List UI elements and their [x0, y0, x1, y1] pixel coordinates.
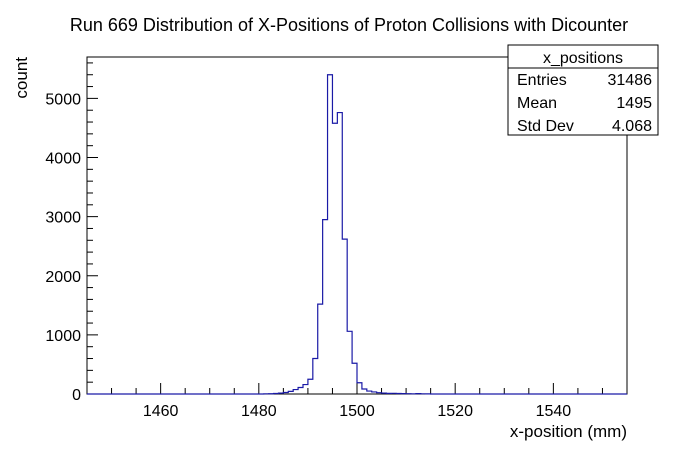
x-tick-label: 1540 [536, 403, 572, 420]
y-tick-label: 2000 [45, 269, 81, 286]
y-tick-label: 1000 [45, 328, 81, 345]
x-axis-tick-labels: 1460 1480 1500 1520 1540 [143, 403, 571, 420]
y-tick-label: 5000 [45, 91, 81, 108]
y-tick-label: 4000 [45, 151, 81, 168]
stats-mean-value: 1495 [616, 95, 652, 112]
x-tick-label: 1520 [437, 403, 473, 420]
x-tick-label: 1500 [339, 403, 375, 420]
stats-box: x_positions Entries 31486 Mean 1495 Std … [507, 44, 659, 136]
chart-title: Run 669 Distribution of X-Positions of P… [70, 15, 628, 35]
y-axis-tick-labels: 0 1000 2000 3000 4000 5000 [45, 91, 81, 404]
x-tick-label: 1480 [241, 403, 277, 420]
stats-stddev-label: Std Dev [517, 118, 574, 135]
y-tick-label: 0 [72, 387, 81, 404]
stats-stddev-value: 4.068 [612, 118, 652, 135]
stats-entries-value: 31486 [608, 72, 653, 89]
histogram-series-line [87, 74, 627, 395]
y-axis-title: count [12, 57, 31, 99]
x-axis-title: x-position (mm) [510, 422, 627, 441]
stats-box-frame [507, 44, 659, 136]
x-tick-label: 1460 [143, 403, 179, 420]
stats-box-title: x_positions [543, 50, 623, 67]
y-tick-label: 3000 [45, 210, 81, 227]
stats-mean-label: Mean [517, 95, 557, 112]
stats-entries-label: Entries [517, 72, 567, 89]
